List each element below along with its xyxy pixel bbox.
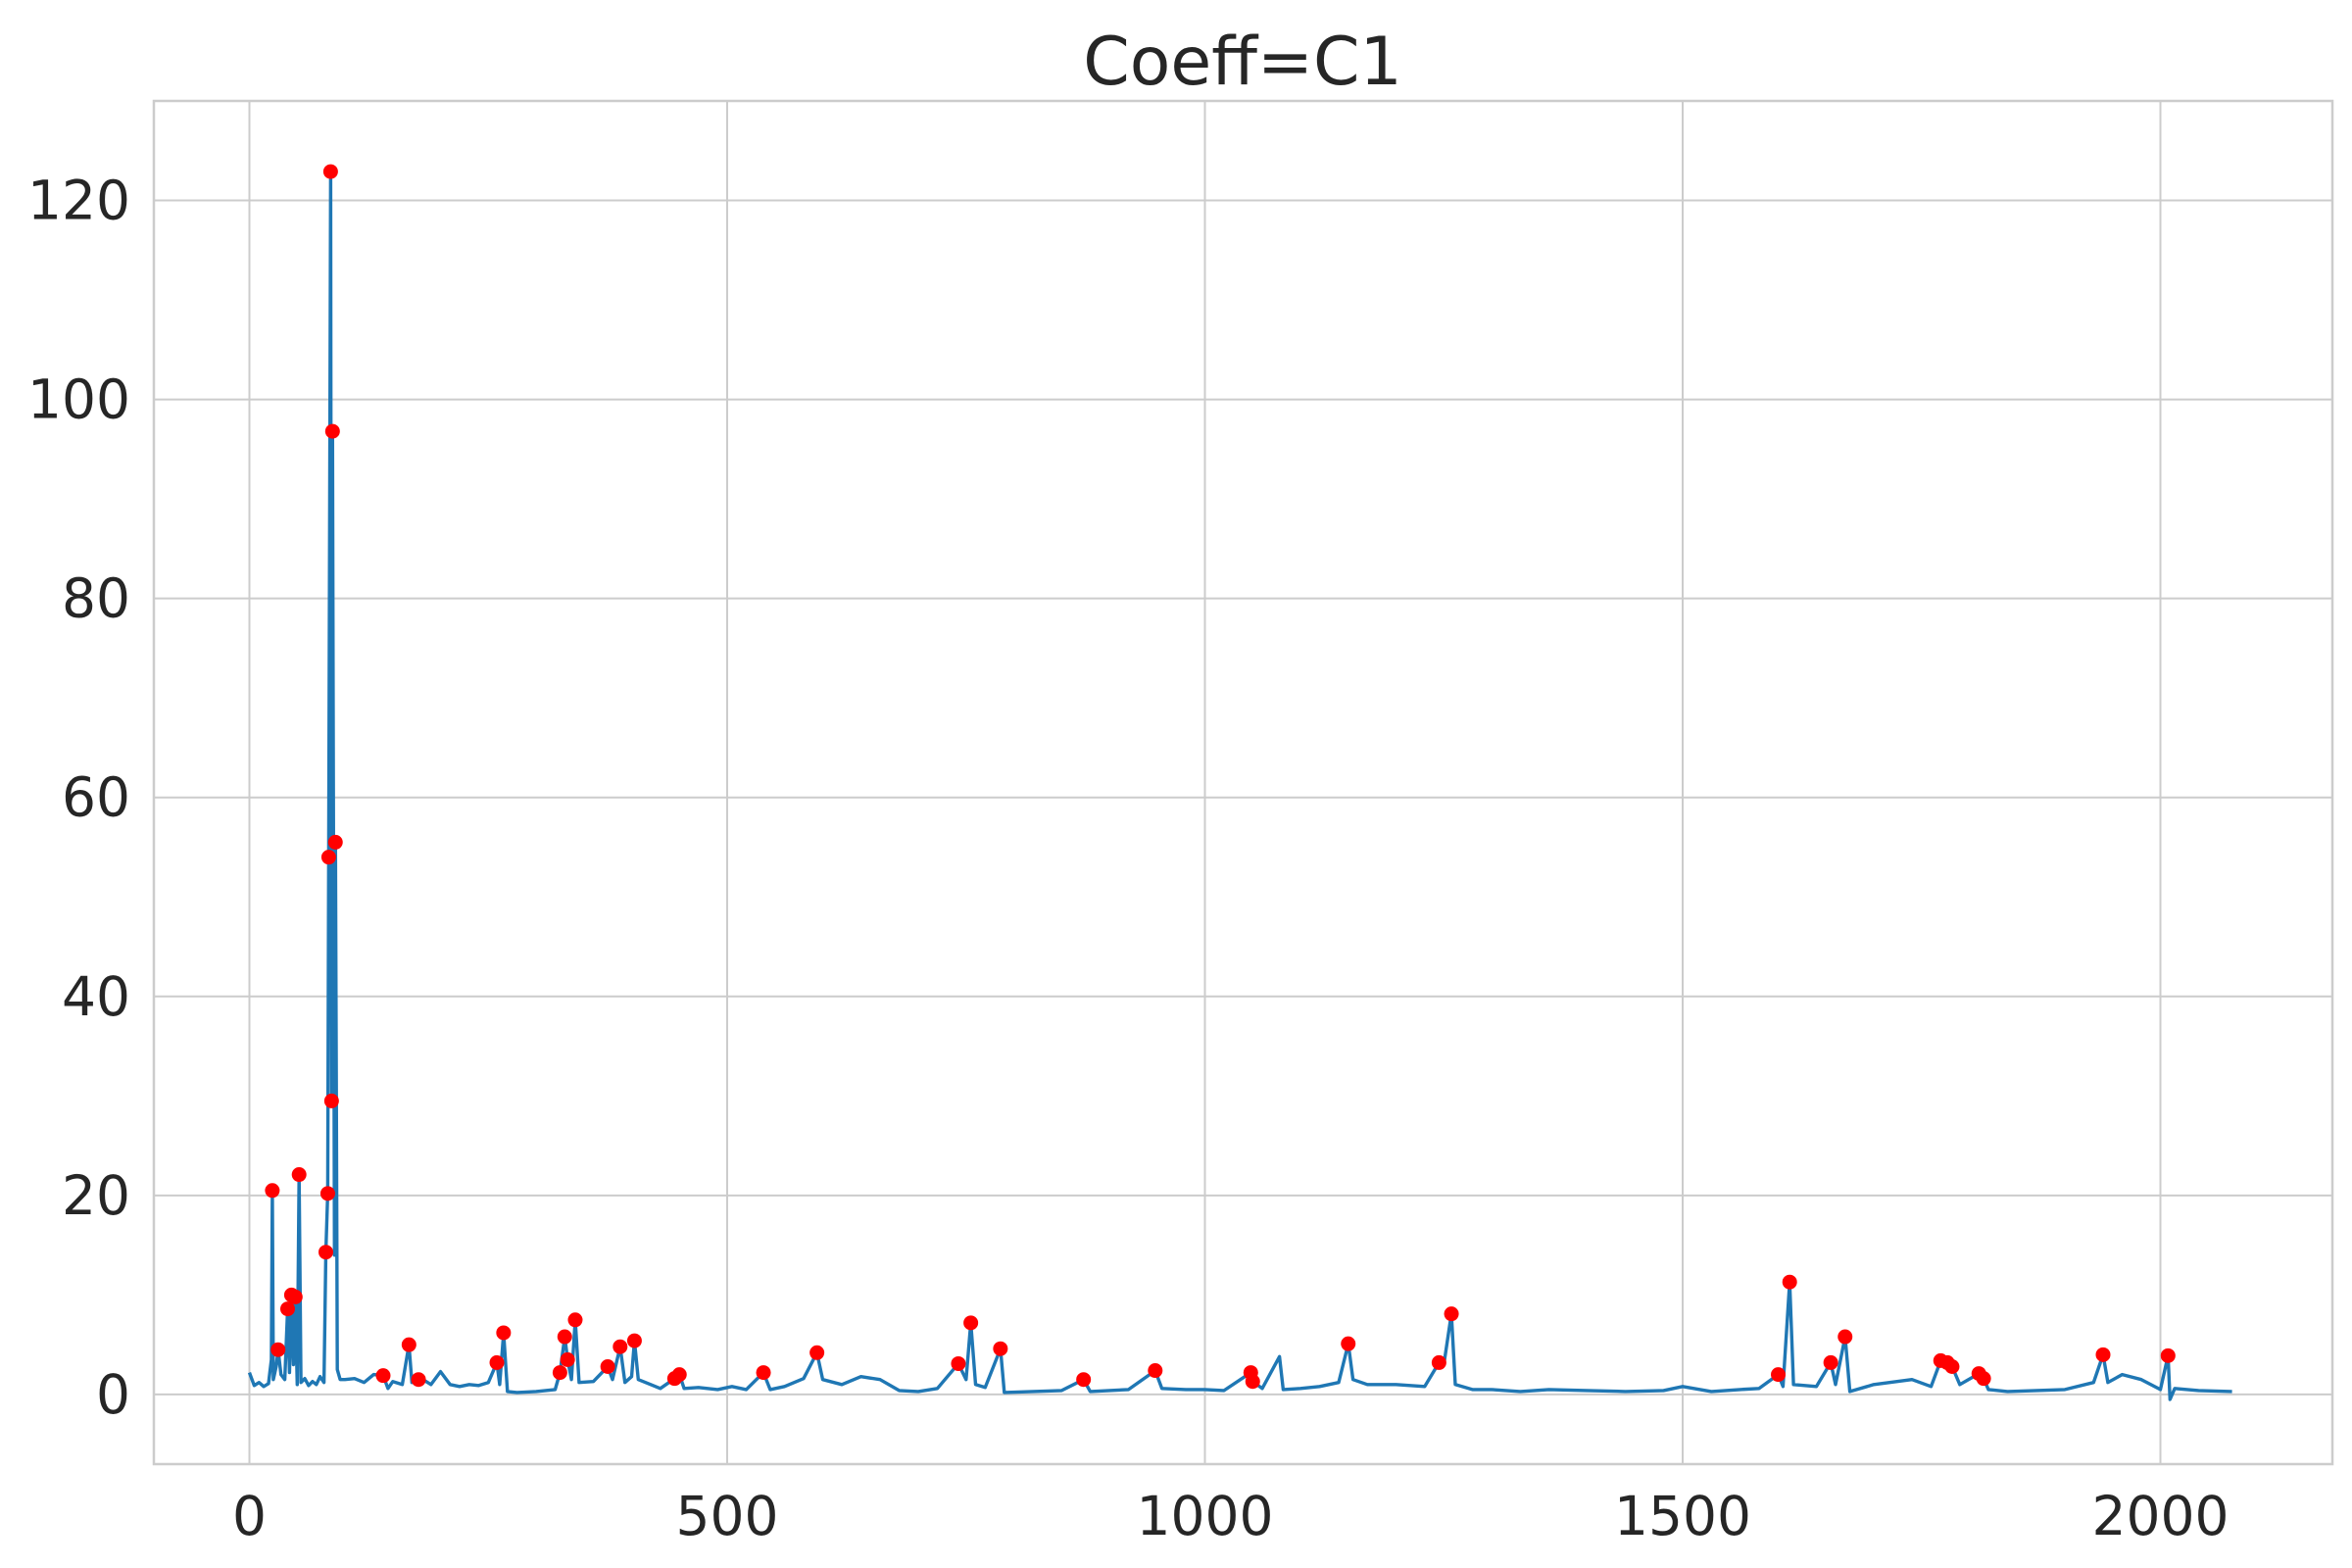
y-tick-label: 100 bbox=[27, 368, 130, 431]
peak-marker bbox=[270, 1342, 286, 1357]
series-line bbox=[247, 170, 2232, 1401]
peak-marker bbox=[671, 1367, 687, 1383]
peak-marker bbox=[567, 1312, 583, 1328]
peak-marker bbox=[560, 1351, 575, 1367]
peak-marker bbox=[320, 850, 336, 865]
peak-marker bbox=[411, 1372, 426, 1388]
peak-marker bbox=[401, 1337, 416, 1352]
peak-marker bbox=[809, 1345, 825, 1360]
peak-marker bbox=[287, 1289, 303, 1304]
peak-marker bbox=[1976, 1371, 1991, 1387]
x-tick-label: 0 bbox=[232, 1485, 267, 1547]
y-tick-label: 20 bbox=[62, 1164, 130, 1227]
peak-markers bbox=[265, 164, 2176, 1390]
x-tick-label: 1500 bbox=[1614, 1485, 1751, 1547]
peak-marker bbox=[612, 1339, 628, 1354]
peak-marker bbox=[2160, 1348, 2176, 1363]
peak-marker bbox=[1823, 1354, 1838, 1370]
peak-marker bbox=[489, 1354, 505, 1370]
peak-marker bbox=[1444, 1306, 1459, 1322]
peak-marker bbox=[1782, 1274, 1797, 1290]
y-tick-label: 60 bbox=[62, 766, 130, 829]
peak-marker bbox=[265, 1183, 280, 1199]
peak-marker bbox=[318, 1245, 333, 1260]
peak-marker bbox=[375, 1368, 391, 1384]
peak-marker bbox=[1341, 1336, 1356, 1351]
series-layer bbox=[247, 170, 2232, 1401]
peak-marker bbox=[496, 1325, 512, 1341]
peak-marker bbox=[1076, 1372, 1092, 1388]
y-tick-label: 120 bbox=[27, 170, 130, 232]
peak-marker bbox=[1771, 1367, 1786, 1383]
peak-marker bbox=[1245, 1374, 1260, 1390]
plot-frame bbox=[152, 99, 2334, 1466]
peak-marker bbox=[951, 1355, 966, 1371]
peak-marker bbox=[626, 1333, 642, 1348]
peak-marker bbox=[2095, 1347, 2111, 1362]
chart-title: Coeff=C1 bbox=[1083, 24, 1402, 101]
peak-marker bbox=[600, 1358, 615, 1374]
peak-marker bbox=[280, 1301, 295, 1317]
peak-marker bbox=[1838, 1329, 1853, 1345]
x-tick-label: 1000 bbox=[1137, 1485, 1274, 1547]
peak-marker bbox=[324, 423, 340, 439]
x-axis-ticks: 0 500 1000 1500 2000 bbox=[232, 1485, 2229, 1547]
grid bbox=[154, 101, 2332, 1464]
peak-marker bbox=[552, 1365, 567, 1381]
peak-marker bbox=[323, 1093, 339, 1108]
peak-marker bbox=[1431, 1354, 1446, 1370]
peak-marker bbox=[557, 1329, 572, 1345]
y-tick-label: 0 bbox=[96, 1363, 130, 1426]
peak-marker bbox=[1944, 1358, 1960, 1374]
peak-marker bbox=[291, 1167, 307, 1183]
y-axis-ticks: 0 20 40 60 80 100 120 bbox=[27, 170, 130, 1426]
peak-marker bbox=[319, 1186, 335, 1201]
peak-marker bbox=[1148, 1363, 1163, 1379]
y-tick-label: 40 bbox=[62, 965, 130, 1028]
peak-marker bbox=[322, 164, 338, 179]
peak-marker bbox=[756, 1365, 771, 1381]
peak-marker bbox=[327, 834, 343, 850]
x-tick-label: 500 bbox=[676, 1485, 779, 1547]
y-tick-label: 80 bbox=[62, 567, 130, 630]
peak-marker bbox=[963, 1315, 979, 1331]
peak-marker bbox=[993, 1341, 1008, 1356]
x-tick-label: 2000 bbox=[2092, 1485, 2230, 1547]
